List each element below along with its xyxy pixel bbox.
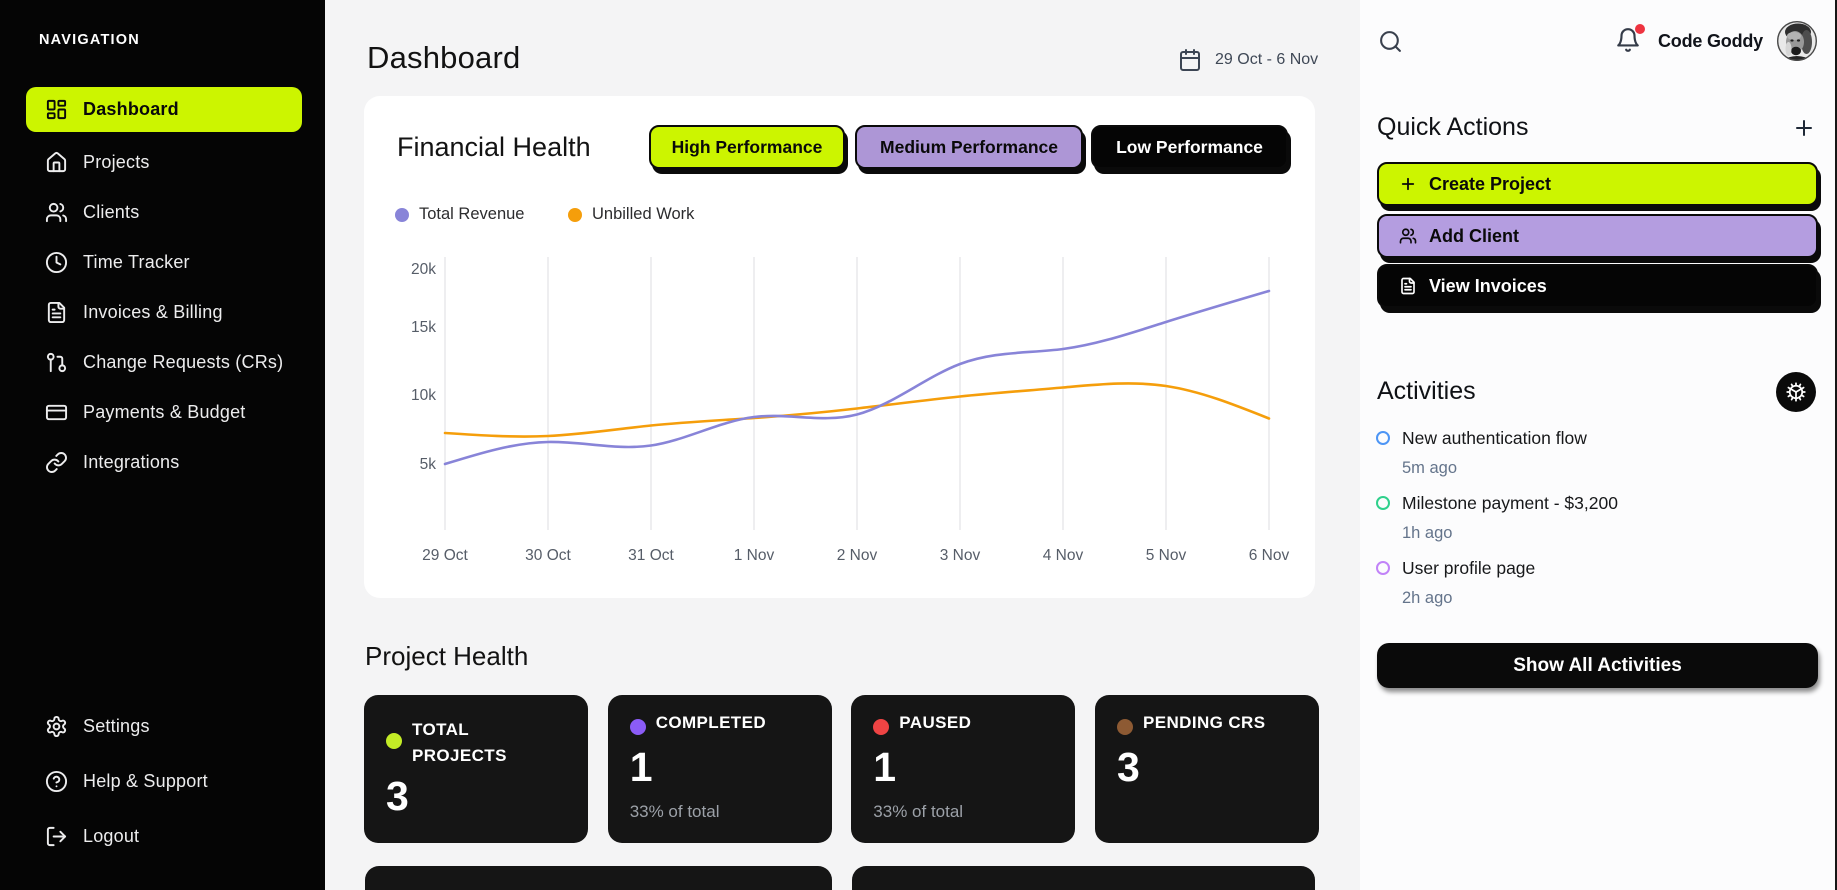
svg-text:31 Oct: 31 Oct [628,547,674,564]
svg-text:6 Nov: 6 Nov [1249,547,1290,564]
svg-text:2 Nov: 2 Nov [837,547,878,564]
svg-text:3 Nov: 3 Nov [940,547,981,564]
svg-text:29 Oct: 29 Oct [422,547,468,564]
svg-text:5k: 5k [420,456,437,473]
svg-text:20k: 20k [411,261,436,278]
svg-text:1 Nov: 1 Nov [734,547,775,564]
svg-text:30 Oct: 30 Oct [525,547,571,564]
svg-text:5 Nov: 5 Nov [1146,547,1187,564]
svg-text:15k: 15k [411,319,436,336]
svg-text:10k: 10k [411,387,436,404]
svg-text:4 Nov: 4 Nov [1043,547,1084,564]
